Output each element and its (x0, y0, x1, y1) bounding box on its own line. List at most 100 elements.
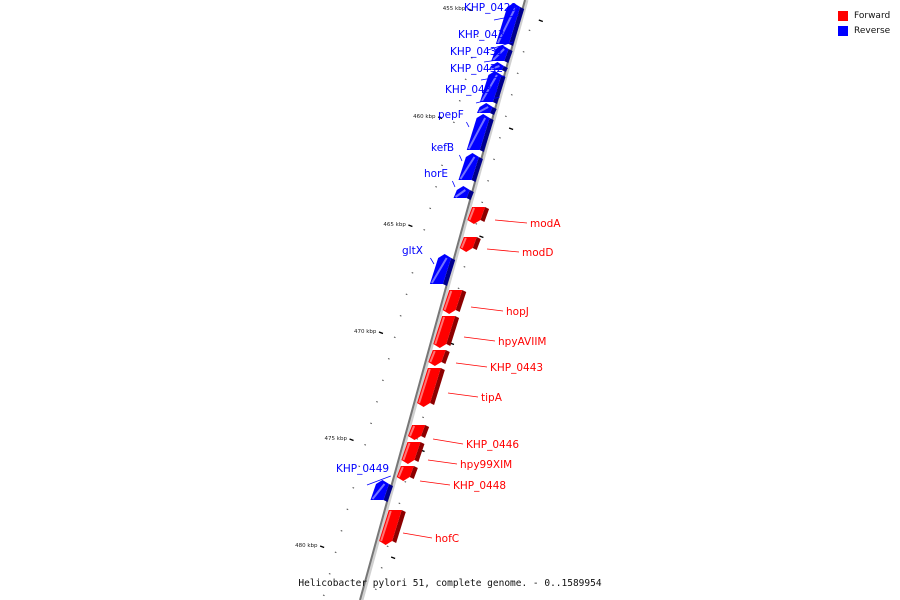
gene-khp_0429[interactable]: KHP_0429 (464, 2, 525, 46)
gene-highlight (481, 74, 498, 102)
gene-label[interactable]: hpy99XIM (460, 459, 512, 471)
gene-side-face (489, 107, 497, 115)
minor-tick (322, 594, 325, 597)
minor-tick (399, 315, 402, 317)
backbone-shadow (360, 0, 529, 600)
gene-label-connector (427, 459, 458, 465)
gene-khp_0448[interactable]: KHP_0448 (396, 466, 506, 492)
gene-label[interactable]: KHP_0429 (464, 2, 517, 14)
gene-khp_0449[interactable]: KHP_0449 (336, 463, 393, 502)
gene-label[interactable]: pepF (438, 109, 464, 121)
tick-label: 480 kbp (295, 543, 318, 549)
minor-tick (435, 186, 438, 188)
gene-side-face (504, 49, 513, 63)
minor-tick (328, 573, 331, 575)
genome-caption: Helicobacter pylori 51, complete genome.… (298, 578, 602, 589)
gene-khp_0431[interactable]: KHP_0431 (450, 46, 508, 72)
forward-swatch (838, 10, 848, 21)
minor-tick (358, 465, 361, 468)
gene-hopj[interactable]: hopJ (442, 290, 529, 318)
gene-label-connector (470, 306, 504, 312)
gene-highlight (454, 189, 466, 198)
gene-label[interactable]: KHP_0430 (458, 29, 511, 41)
major-tick: 465 kbp (383, 222, 484, 239)
gene-label-connector (480, 75, 505, 81)
gene-highlight (402, 442, 411, 461)
gene-label[interactable]: kefB (431, 142, 454, 154)
minor-tick (452, 121, 455, 124)
gene-side-face (492, 75, 506, 104)
gene-label[interactable]: gltX (402, 245, 423, 257)
gene-highlight (497, 6, 517, 44)
gene-highlight (468, 207, 476, 221)
legend-item-forward[interactable]: Forward (838, 8, 890, 23)
minor-tick (522, 51, 525, 53)
gene-label[interactable]: modD (522, 247, 553, 259)
gene-tipa[interactable]: tipA (417, 368, 503, 407)
gene-side-face (414, 442, 425, 462)
gene-khp_0446[interactable]: KHP_0446 (408, 425, 519, 451)
gene-label[interactable]: KHP_0433 (445, 84, 498, 96)
gene-label-connector (419, 480, 451, 486)
minor-tick (475, 223, 478, 225)
minor-tick (499, 137, 501, 139)
minor-tick (411, 272, 414, 274)
gene-side-face (508, 7, 525, 46)
gene-highlight (459, 156, 476, 180)
gene-khp_0432[interactable]: KHP_0432 (450, 63, 506, 104)
minor-tick (510, 94, 513, 96)
gene-hpy99xim[interactable]: hpy99XIM (401, 442, 512, 471)
gene-label[interactable]: KHP_0448 (453, 480, 506, 492)
gene-label[interactable]: hpyAVIIM (498, 336, 546, 348)
gene-modd[interactable]: modD (459, 237, 554, 259)
gene-kefb[interactable]: kefB (431, 142, 483, 182)
gene-highlight (490, 65, 500, 70)
legend-item-reverse[interactable]: Reverse (838, 23, 890, 38)
reverse-swatch (838, 25, 848, 36)
gene-pepf[interactable]: pepF (438, 109, 494, 152)
gene-label-connector (459, 154, 463, 162)
gene-label-connector (463, 336, 496, 342)
gene-hore[interactable]: horE (424, 168, 474, 200)
gene-label[interactable]: KHP_0443 (490, 362, 543, 374)
gene-hofc[interactable]: hofC (379, 510, 459, 545)
gene-label-connector (402, 532, 433, 539)
tick-label: 475 kbp (325, 436, 348, 442)
gene-khp_0433[interactable]: KHP_0433 (445, 84, 500, 115)
gene-gltx[interactable]: gltX (402, 245, 456, 286)
gene-label[interactable]: horE (424, 168, 448, 180)
gene-khp_0443[interactable]: KHP_0443 (428, 350, 543, 374)
gene-label-connector (366, 475, 391, 486)
gene-label[interactable]: hofC (435, 533, 459, 545)
minor-tick (487, 180, 490, 182)
gene-side-face (501, 66, 508, 72)
minor-tick (340, 530, 343, 532)
gene-side-face (472, 237, 481, 250)
gene-moda[interactable]: modA (467, 207, 561, 230)
minor-tick (404, 481, 407, 483)
gene-label[interactable]: KHP_0446 (466, 439, 519, 451)
gene-label[interactable]: modA (530, 218, 561, 230)
gene-khp_0430[interactable]: KHP_0430 (458, 29, 513, 63)
gene-label-connector (430, 257, 435, 265)
scale-ticks: 455 kbp 460 kbp 465 kbp 470 kbp 475 kbp 480 k… (295, 6, 544, 597)
gene-hpyaviim[interactable]: hpyAVIIM (433, 316, 546, 348)
gene-label[interactable]: KHP_0431 (450, 46, 503, 58)
minor-tick (334, 551, 337, 554)
minor-tick (493, 158, 495, 161)
minor-tick (370, 422, 373, 425)
gene-side-face (455, 290, 467, 312)
gene-label[interactable]: KHP_0432 (450, 63, 503, 75)
minor-tick (423, 229, 426, 231)
gene-highlight (443, 290, 453, 311)
gene-label[interactable]: KHP_0449 (336, 463, 389, 475)
gene-highlight (409, 425, 416, 437)
minor-tick (422, 416, 425, 419)
tick-label: 460 kbp (413, 114, 436, 120)
gene-label[interactable]: tipA (481, 392, 503, 404)
gene-label-connector (466, 121, 470, 128)
gene-label[interactable]: hopJ (506, 306, 529, 318)
gene-highlight (434, 316, 446, 345)
gene-side-face (409, 466, 418, 479)
